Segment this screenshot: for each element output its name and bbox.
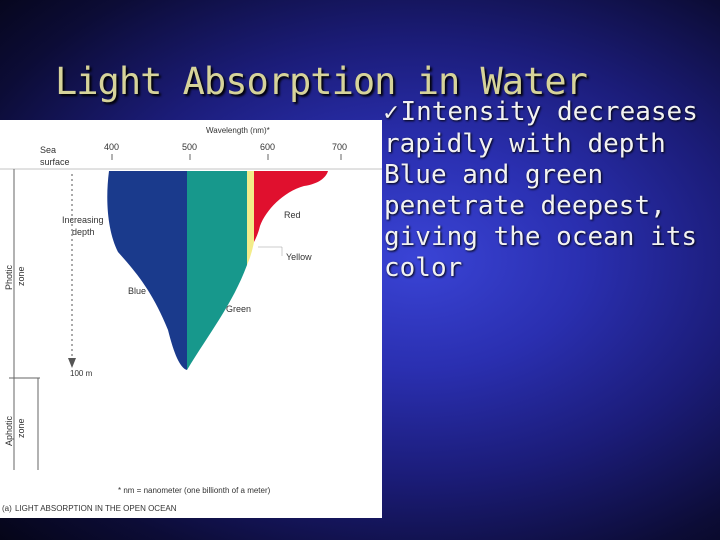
- tick-label-500: 500: [182, 142, 197, 152]
- blue-label: Blue: [128, 286, 146, 296]
- tick-label-600: 600: [260, 142, 275, 152]
- green-band: [187, 171, 247, 370]
- figure-caption: LIGHT ABSORPTION IN THE OPEN OCEAN: [15, 504, 177, 513]
- bullet-text: ✓Intensity decreases rapidly with depth …: [382, 97, 714, 284]
- yellow-label: Yellow: [286, 252, 312, 262]
- absorption-diagram: Wavelength (nm)* 400 500 600 700 Sea sur…: [0, 126, 382, 513]
- footnote: * nm = nanometer (one billionth of a met…: [118, 486, 271, 495]
- bullet-line-6: color: [384, 253, 463, 283]
- wavelength-axis-label: Wavelength (nm)*: [206, 126, 270, 135]
- increasing-label: Increasing: [62, 215, 104, 225]
- depth-label: depth: [72, 227, 95, 237]
- green-label: Green: [226, 304, 251, 314]
- bullet-text-1: Intensity decreases: [400, 97, 698, 127]
- red-label: Red: [284, 210, 301, 220]
- caption-letter: (a): [2, 504, 12, 513]
- bullet-line-4: penetrate deepest,: [384, 191, 666, 221]
- photic-label-2: zone: [16, 266, 26, 286]
- red-band: [254, 171, 328, 242]
- blue-band: [107, 171, 187, 370]
- yellow-band: [247, 171, 254, 265]
- aphotic-label-1: Aphotic: [4, 415, 14, 446]
- light-absorption-figure: Wavelength (nm)* 400 500 600 700 Sea sur…: [0, 120, 382, 518]
- tick-label-700: 700: [332, 142, 347, 152]
- bullet-line-2: rapidly with depth: [384, 129, 666, 159]
- depth-arrow-head: [68, 358, 76, 368]
- bullet-line-1: ✓Intensity decreases: [382, 97, 714, 129]
- depth-marker-label: 100 m: [70, 369, 93, 378]
- photic-label-1: Photic: [4, 264, 14, 290]
- sea-label: Sea: [40, 145, 56, 155]
- slide-title: Light Absorption in Water: [55, 60, 588, 103]
- tick-label-400: 400: [104, 142, 119, 152]
- aphotic-label-2: zone: [16, 418, 26, 438]
- bullet-line-5: giving the ocean its: [384, 222, 698, 252]
- checkmark-icon: ✓: [382, 101, 401, 126]
- surface-label: surface: [40, 157, 70, 167]
- bullet-line-3: Blue and green: [384, 160, 604, 190]
